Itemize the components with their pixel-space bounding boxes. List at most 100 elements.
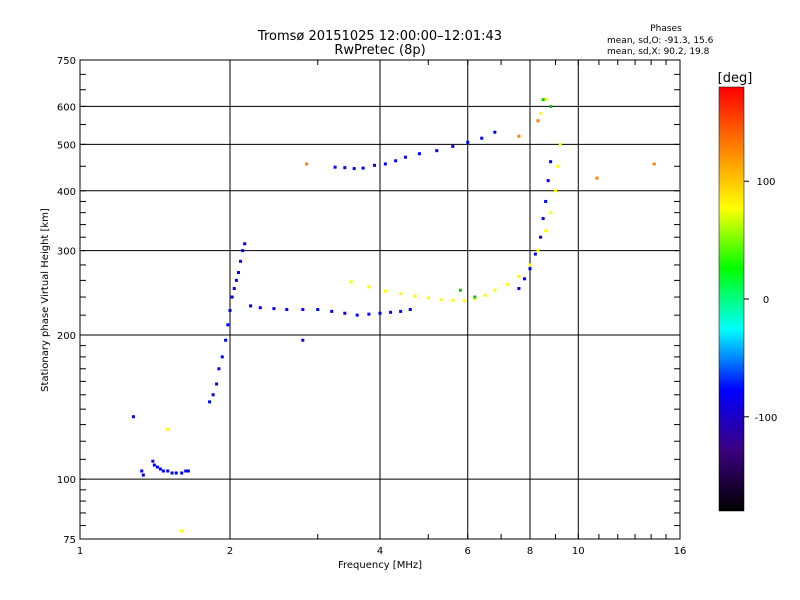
- data-point: [439, 298, 443, 302]
- data-point: [383, 162, 387, 166]
- data-point: [473, 297, 477, 301]
- data-point: [226, 323, 230, 327]
- data-point: [166, 427, 170, 431]
- data-point: [517, 274, 521, 278]
- data-point: [480, 136, 484, 140]
- data-point: [556, 164, 560, 168]
- data-point: [549, 160, 553, 164]
- y-tick-label: 200: [57, 331, 76, 342]
- x-tick-label: 4: [377, 546, 383, 557]
- x-axis-label: Frequency [MHz]: [338, 560, 422, 571]
- data-point: [517, 287, 521, 291]
- data-point: [272, 307, 276, 311]
- data-point: [258, 306, 262, 310]
- colorbar-gradient: [718, 86, 745, 512]
- data-point: [383, 289, 387, 293]
- data-point: [141, 473, 145, 477]
- data-point: [413, 294, 417, 298]
- data-point: [533, 252, 537, 256]
- data-point: [249, 304, 253, 308]
- data-point: [343, 311, 347, 315]
- colorbar-ticks: 100 0 -100: [744, 177, 777, 424]
- ticks: 1 2 4 6 8 10 16 75 100 200 300 400 500 600 750: [57, 56, 686, 557]
- y-tick-label: 75: [63, 535, 76, 546]
- data-point: [241, 249, 245, 253]
- legend-title: Phases: [650, 24, 682, 34]
- colorbar-tick-label: -100: [755, 413, 778, 424]
- legend-line-x: mean, sd,X: 90.2, 19.8: [607, 47, 710, 57]
- data-point: [517, 134, 521, 138]
- data-point: [186, 469, 190, 473]
- x-tick-label: 1: [77, 546, 83, 557]
- data-point: [544, 199, 548, 203]
- y-tick-label: 300: [57, 247, 76, 258]
- data-point: [174, 471, 178, 475]
- data-point: [558, 142, 562, 146]
- data-point: [451, 144, 455, 148]
- data-point: [305, 162, 309, 166]
- data-point: [234, 278, 238, 282]
- data-point: [208, 400, 212, 404]
- data-point: [152, 463, 156, 467]
- colorbar-tick-label: 100: [756, 177, 775, 188]
- y-tick-label: 750: [57, 56, 76, 67]
- data-point: [652, 162, 656, 166]
- data-point: [367, 285, 371, 289]
- data-point: [343, 166, 347, 170]
- data-point: [301, 308, 305, 312]
- data-point: [417, 152, 421, 156]
- data-point: [539, 235, 543, 239]
- colorbar-tick-label: 0: [763, 295, 769, 306]
- y-tick-label: 400: [57, 187, 76, 198]
- data-point: [161, 469, 165, 473]
- data-point: [301, 338, 305, 342]
- data-point: [378, 311, 382, 315]
- data-point: [523, 277, 527, 281]
- data-point: [426, 296, 430, 300]
- data-point: [232, 287, 236, 291]
- data-point: [333, 165, 337, 169]
- data-point: [536, 249, 540, 253]
- data-point: [493, 130, 497, 134]
- grid: [80, 60, 680, 539]
- plot-area: 1 2 4 6 8 10 16 75 100 200 300 400 500 600 750: [57, 56, 686, 557]
- data-point: [373, 163, 377, 167]
- data-point: [403, 155, 407, 159]
- x-tick-label: 6: [465, 546, 471, 557]
- data-point: [399, 292, 403, 296]
- data-point: [239, 259, 243, 263]
- y-tick-label: 500: [57, 140, 76, 151]
- data-point: [330, 309, 334, 313]
- data-point: [224, 338, 228, 342]
- data-point: [493, 288, 497, 292]
- y-tick-label: 600: [57, 102, 76, 113]
- data-point: [544, 229, 548, 233]
- data-point: [528, 263, 532, 267]
- data-point: [595, 176, 599, 180]
- data-point: [230, 295, 234, 299]
- data-point: [220, 355, 224, 359]
- data-points: [131, 98, 656, 533]
- data-point: [549, 104, 553, 108]
- data-point: [549, 211, 553, 215]
- x-tick-label: 2: [227, 546, 233, 557]
- y-tick-label: 100: [57, 475, 76, 486]
- data-point: [462, 299, 466, 303]
- data-point: [553, 189, 557, 193]
- data-point: [166, 469, 170, 473]
- data-point: [361, 166, 365, 170]
- data-point: [215, 382, 219, 386]
- data-point: [140, 469, 144, 473]
- data-point: [483, 293, 487, 297]
- data-point: [349, 280, 353, 284]
- data-point: [367, 312, 371, 316]
- colorbar: [deg] 100 0 -100: [718, 71, 777, 512]
- data-point: [131, 415, 135, 419]
- x-tick-label: 10: [572, 546, 585, 557]
- data-point: [394, 159, 398, 163]
- data-point: [180, 529, 184, 533]
- chart-subtitle: RwPretec (8p): [334, 43, 425, 58]
- data-point: [541, 98, 545, 102]
- data-point: [389, 310, 393, 314]
